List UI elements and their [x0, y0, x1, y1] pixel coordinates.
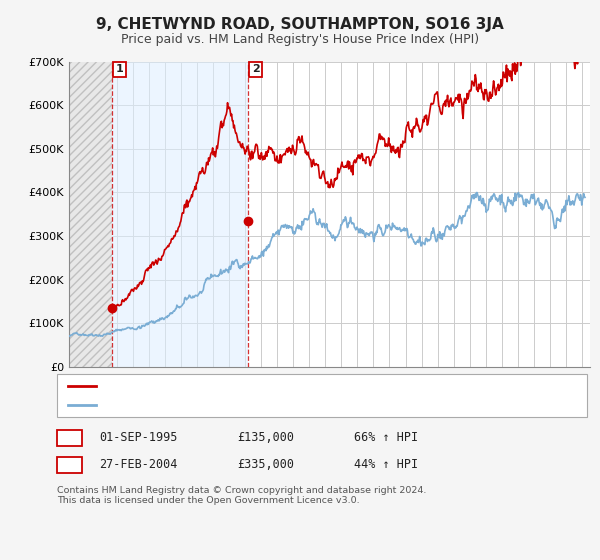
Text: Contains HM Land Registry data © Crown copyright and database right 2024.
This d: Contains HM Land Registry data © Crown c… [57, 486, 427, 505]
Text: 44% ↑ HPI: 44% ↑ HPI [354, 458, 418, 472]
Bar [69, 62, 112, 367]
Bar [112, 62, 248, 367]
Text: 1: 1 [65, 431, 74, 445]
Text: 2: 2 [65, 458, 74, 472]
Text: HPI: Average price, detached house, Southampton: HPI: Average price, detached house, Sout… [102, 400, 384, 410]
Text: Price paid vs. HM Land Registry's House Price Index (HPI): Price paid vs. HM Land Registry's House … [121, 32, 479, 46]
Text: 2: 2 [252, 64, 260, 74]
Text: 66% ↑ HPI: 66% ↑ HPI [354, 431, 418, 445]
Bar [69, 62, 112, 367]
Text: 1: 1 [116, 64, 124, 74]
Text: £135,000: £135,000 [237, 431, 294, 445]
Text: 01-SEP-1995: 01-SEP-1995 [99, 431, 178, 445]
Text: 9, CHETWYND ROAD, SOUTHAMPTON, SO16 3JA: 9, CHETWYND ROAD, SOUTHAMPTON, SO16 3JA [96, 17, 504, 32]
Text: 9, CHETWYND ROAD, SOUTHAMPTON, SO16 3JA (detached house): 9, CHETWYND ROAD, SOUTHAMPTON, SO16 3JA … [102, 381, 470, 391]
Text: £335,000: £335,000 [237, 458, 294, 472]
Text: 27-FEB-2004: 27-FEB-2004 [99, 458, 178, 472]
